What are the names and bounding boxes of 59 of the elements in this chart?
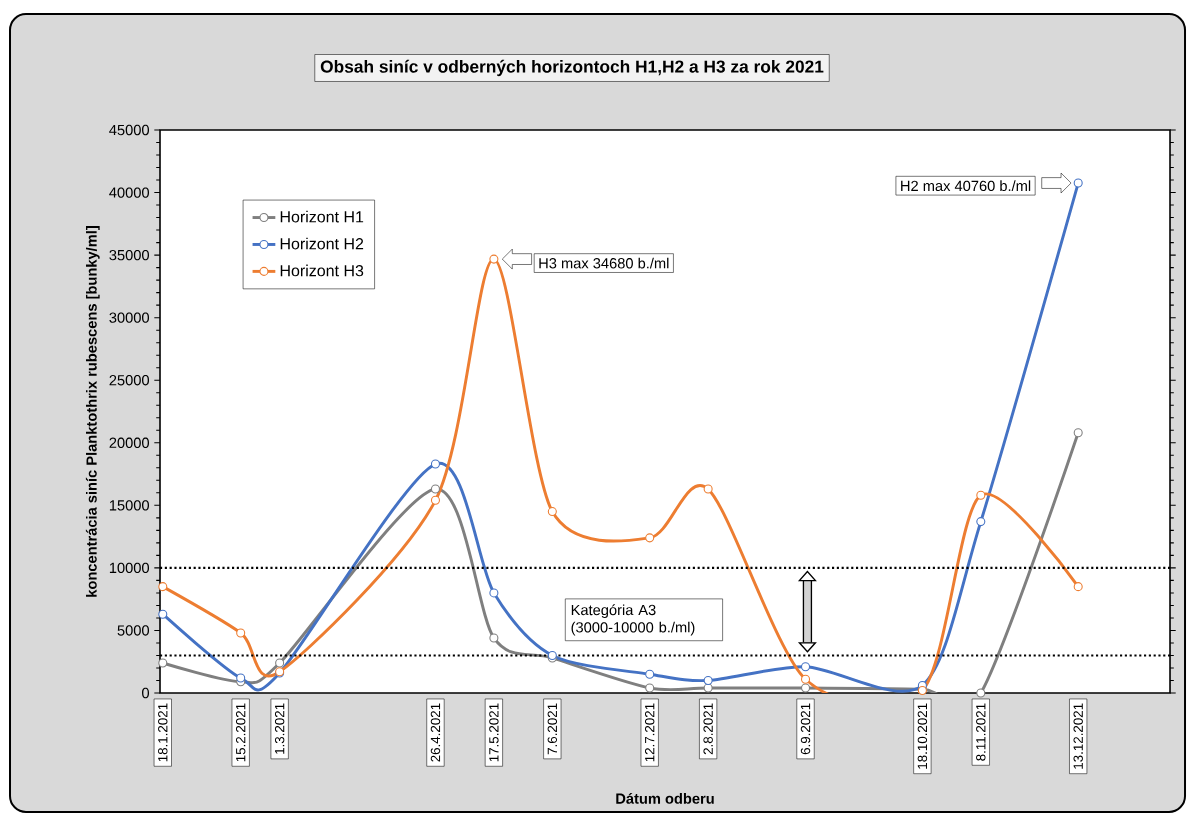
x-tick-label: 7.6.2021 <box>547 703 558 755</box>
point <box>430 484 440 494</box>
x-tick-label: 15.2.2021 <box>235 703 246 762</box>
x-tick-label: 2.8.2021 <box>703 703 713 755</box>
point <box>1073 178 1083 188</box>
x-tick-label: 8.11.2021 <box>976 703 986 761</box>
point <box>489 588 499 598</box>
point <box>703 484 713 494</box>
x-tick-label: 1.3.2021 <box>274 703 285 754</box>
x-tick-label: 18.10.2021 <box>917 703 928 769</box>
point <box>645 533 655 543</box>
y-tick-label: 25000 <box>109 375 150 386</box>
point <box>800 662 811 672</box>
point <box>976 688 986 698</box>
point <box>430 495 440 505</box>
x-tick-label: 13.12.2021 <box>1073 703 1083 769</box>
y-tick-label: 10000 <box>109 562 150 574</box>
annotation: H2 max 40760 b./ml <box>901 180 1031 192</box>
point <box>236 628 246 638</box>
point <box>236 673 246 683</box>
legend-label: Horizont H1 <box>280 210 364 223</box>
point <box>800 683 811 693</box>
point <box>976 490 986 500</box>
y-tick-label: 30000 <box>109 312 150 323</box>
chart-title: Obsah siníc v odberných horizontoch H1,H2 a H3 za rok 2021 <box>320 59 824 77</box>
y-tick-label: 5000 <box>117 625 150 636</box>
y-tick-label: 40000 <box>109 187 150 198</box>
y-tick-label: 45000 <box>109 124 150 136</box>
legend-label: Horizont H2 <box>280 237 364 250</box>
point <box>976 517 986 527</box>
point <box>1073 582 1083 592</box>
point <box>703 675 713 686</box>
x-tick-label: 17.5.2021 <box>489 703 499 762</box>
point <box>489 254 499 264</box>
x-tick-label: 26.4.2021 <box>430 703 441 762</box>
x-tick-label: 6.9.2021 <box>800 703 811 755</box>
annotation: H3 max 34680 b./ml <box>539 257 669 269</box>
point <box>275 658 285 668</box>
y-tick-label: 20000 <box>109 437 150 448</box>
x-axis-title: Dátum odberu <box>616 792 714 804</box>
x-tick-label: 18.1.2021 <box>158 703 168 762</box>
point <box>547 507 557 517</box>
point <box>158 582 168 592</box>
point <box>430 459 440 469</box>
point <box>1073 428 1083 438</box>
point <box>645 669 655 679</box>
point <box>800 674 811 684</box>
y-tick-label: 35000 <box>109 249 150 261</box>
y-axis-title: koncentrácia siníc Planktothrix rubescens [bunky/ml] <box>85 226 100 597</box>
point <box>158 609 168 619</box>
y-tick-label: 0 <box>142 687 150 699</box>
legend-label: Horizont H3 <box>280 264 364 277</box>
point <box>703 683 713 693</box>
point <box>645 683 655 693</box>
x-tick-label: 12.7.2021 <box>644 703 655 762</box>
point <box>158 658 168 668</box>
annotation: Kategória A3 (3000-10000 b./ml) <box>571 604 695 636</box>
y-tick-label: 15000 <box>109 500 150 511</box>
point <box>489 633 499 643</box>
